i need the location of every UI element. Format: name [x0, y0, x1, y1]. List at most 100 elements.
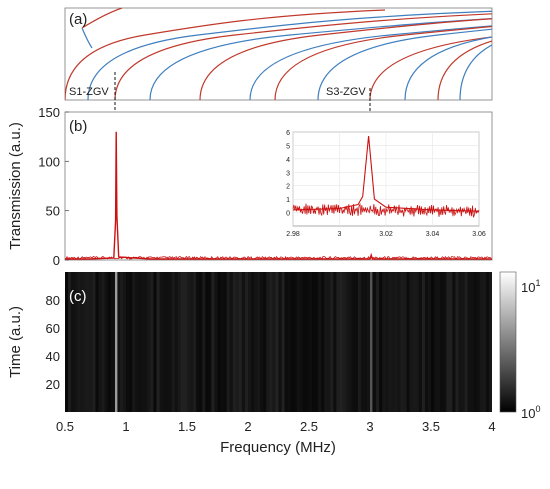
heatmap-column	[214, 272, 218, 412]
inset-y-tick-label-1: 1	[286, 197, 290, 204]
inset-ticks: 0 1 2 3 4 5 6 2.98 3 3.02 3.04 3.06	[286, 130, 486, 238]
panel-label-a: (a)	[69, 11, 87, 28]
heatmap-column	[467, 272, 471, 412]
panel-a-frame	[64, 7, 493, 101]
heatmap-column	[165, 272, 170, 412]
heatmap-column	[403, 272, 407, 412]
heatmap-column	[296, 272, 301, 412]
inset: 0 1 2 3 4 5 6 2.98 3 3.02 3.04 3.06	[286, 130, 486, 238]
y-tick-label-c-2: 60	[46, 321, 60, 336]
heatmap-column	[86, 272, 90, 412]
heatmap-column	[272, 272, 276, 412]
heatmap-column	[427, 272, 432, 412]
heatmap-column	[449, 272, 453, 412]
heatmap-column	[421, 272, 426, 412]
heatmap-column	[223, 272, 227, 412]
inset-x-tick-label-1: 3	[338, 231, 342, 238]
heatmap-column	[205, 272, 209, 412]
heatmap-column	[406, 272, 410, 412]
dispersion-curve-9	[369, 36, 492, 100]
heatmap-column	[254, 272, 258, 412]
heatmap-stripes	[65, 272, 492, 412]
heatmap-column	[388, 272, 392, 412]
heatmap-column	[376, 272, 380, 412]
panel-c-y-ticks: 20 40 60 80	[46, 293, 60, 392]
heatmap-column	[171, 272, 176, 412]
heatmap-column	[68, 272, 72, 412]
y-tick-label-c-3: 80	[46, 293, 60, 308]
y-tick-label-b-3: 150	[38, 105, 60, 120]
dispersion-curve-3	[114, 13, 492, 100]
heatmap-column	[248, 272, 252, 412]
inset-plot	[292, 135, 480, 218]
heatmap-column	[83, 272, 87, 412]
heatmap-column	[183, 272, 188, 412]
heatmap-column	[217, 272, 221, 412]
heatmap-column	[65, 272, 69, 412]
heatmap-column	[339, 272, 343, 412]
inset-y-tick-label-2: 2	[286, 184, 290, 191]
heatmap-column	[305, 272, 310, 412]
heatmap-column	[226, 272, 231, 412]
heatmap-column	[348, 272, 352, 412]
heatmap-column	[397, 272, 401, 412]
heatmap-column	[360, 272, 365, 412]
heatmap-column	[110, 272, 115, 412]
heatmap-column	[263, 272, 267, 412]
heatmap-column	[424, 272, 429, 412]
heatmap-column	[366, 272, 371, 412]
heatmap-column	[345, 272, 349, 412]
heatmap-column	[394, 272, 398, 412]
heatmap-column	[251, 272, 255, 412]
x-tick-label-c-5: 3	[366, 419, 373, 434]
heatmap-column	[418, 272, 423, 412]
heatmap-column	[431, 272, 435, 412]
inset-y-tick-label-5: 5	[286, 143, 290, 150]
heatmap-column	[168, 272, 173, 412]
heatmap-column	[446, 272, 450, 412]
heatmap-column	[220, 272, 224, 412]
colorbar-min-label: 100	[521, 404, 540, 421]
inset-peak-line	[292, 135, 480, 212]
heatmap-column	[144, 272, 148, 412]
heatmap-column	[107, 272, 112, 412]
heatmap-column	[241, 272, 246, 412]
heatmap-bright-line-2	[370, 272, 373, 412]
heatmap-column	[299, 272, 304, 412]
heatmap-column	[141, 272, 145, 412]
heatmap-column	[476, 272, 481, 412]
heatmap-column	[385, 272, 389, 412]
x-tick-label-c-3: 2	[244, 419, 251, 434]
x-tick-label-c-7: 4	[488, 419, 495, 434]
heatmap-column	[373, 272, 377, 412]
heatmap-column	[461, 272, 465, 412]
heatmap-column	[202, 272, 206, 412]
heatmap-column	[458, 272, 462, 412]
heatmap-column	[479, 272, 484, 412]
heatmap-column	[71, 272, 75, 412]
colorbar	[499, 271, 517, 413]
heatmap-column	[159, 272, 163, 412]
heatmap-column	[342, 272, 346, 412]
heatmap-column	[470, 272, 474, 412]
panel-a: (a) S1-ZGV S3-ZGV	[64, 7, 493, 129]
heatmap-column	[177, 272, 182, 412]
inset-y-tick-label-4: 4	[286, 157, 290, 164]
heatmap-column	[208, 272, 212, 412]
dispersion-curve-12	[459, 44, 492, 100]
heatmap-column	[309, 272, 313, 412]
heatmap-column	[147, 272, 151, 412]
panel-c-ylabel: Time (a.u.)	[7, 306, 24, 378]
inset-noise	[292, 202, 480, 218]
panel-c-xlabel: Frequency (MHz)	[220, 439, 336, 456]
heatmap-column	[473, 272, 478, 412]
heatmap-column	[455, 272, 459, 412]
panel-label-b: (b)	[69, 118, 87, 135]
inset-y-tick-label-6: 6	[286, 130, 290, 137]
heatmap-column	[312, 272, 316, 412]
inset-x-tick-label-4: 3.06	[472, 231, 486, 238]
heatmap-column	[135, 272, 139, 412]
dispersion-curve-top-b	[81, 27, 93, 49]
heatmap-column	[138, 272, 142, 412]
